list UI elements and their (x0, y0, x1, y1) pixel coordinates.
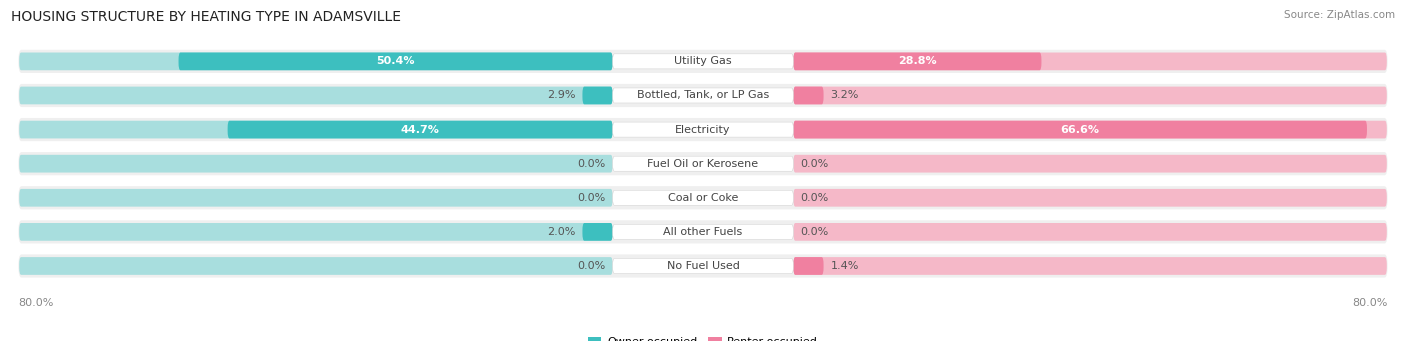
FancyBboxPatch shape (18, 118, 1388, 141)
FancyBboxPatch shape (793, 53, 1386, 70)
FancyBboxPatch shape (228, 121, 613, 138)
FancyBboxPatch shape (793, 121, 1386, 138)
Text: 28.8%: 28.8% (898, 56, 936, 66)
FancyBboxPatch shape (18, 152, 1388, 175)
FancyBboxPatch shape (582, 223, 613, 241)
Text: All other Fuels: All other Fuels (664, 227, 742, 237)
FancyBboxPatch shape (179, 53, 613, 70)
Text: 0.0%: 0.0% (800, 159, 828, 169)
Text: 50.4%: 50.4% (377, 56, 415, 66)
FancyBboxPatch shape (18, 220, 1388, 243)
Text: 66.6%: 66.6% (1060, 124, 1099, 135)
Text: 1.4%: 1.4% (831, 261, 859, 271)
FancyBboxPatch shape (613, 258, 793, 273)
Text: 0.0%: 0.0% (578, 261, 606, 271)
Text: Electricity: Electricity (675, 124, 731, 135)
FancyBboxPatch shape (793, 257, 824, 275)
Text: 2.9%: 2.9% (547, 90, 575, 101)
FancyBboxPatch shape (18, 50, 1388, 73)
Text: 2.0%: 2.0% (547, 227, 575, 237)
FancyBboxPatch shape (613, 224, 793, 239)
FancyBboxPatch shape (20, 53, 613, 70)
Text: 80.0%: 80.0% (18, 298, 53, 308)
FancyBboxPatch shape (613, 122, 793, 137)
FancyBboxPatch shape (793, 87, 824, 104)
FancyBboxPatch shape (613, 156, 793, 171)
FancyBboxPatch shape (20, 223, 613, 241)
FancyBboxPatch shape (793, 121, 1367, 138)
Text: 3.2%: 3.2% (831, 90, 859, 101)
Text: 0.0%: 0.0% (800, 227, 828, 237)
FancyBboxPatch shape (793, 87, 1386, 104)
Text: Coal or Coke: Coal or Coke (668, 193, 738, 203)
FancyBboxPatch shape (20, 121, 613, 138)
Text: 44.7%: 44.7% (401, 124, 440, 135)
Text: Source: ZipAtlas.com: Source: ZipAtlas.com (1284, 10, 1395, 20)
FancyBboxPatch shape (18, 84, 1388, 107)
Text: Fuel Oil or Kerosene: Fuel Oil or Kerosene (647, 159, 759, 169)
FancyBboxPatch shape (18, 186, 1388, 209)
FancyBboxPatch shape (20, 87, 613, 104)
Text: 0.0%: 0.0% (578, 159, 606, 169)
Text: 0.0%: 0.0% (800, 193, 828, 203)
FancyBboxPatch shape (793, 53, 1042, 70)
Text: 0.0%: 0.0% (578, 193, 606, 203)
Text: 80.0%: 80.0% (1353, 298, 1388, 308)
FancyBboxPatch shape (20, 189, 613, 207)
Text: Utility Gas: Utility Gas (675, 56, 731, 66)
FancyBboxPatch shape (20, 155, 613, 173)
FancyBboxPatch shape (613, 88, 793, 103)
FancyBboxPatch shape (613, 190, 793, 205)
FancyBboxPatch shape (793, 257, 1386, 275)
FancyBboxPatch shape (793, 189, 1386, 207)
FancyBboxPatch shape (582, 87, 613, 104)
Legend: Owner-occupied, Renter-occupied: Owner-occupied, Renter-occupied (583, 332, 823, 341)
Text: Bottled, Tank, or LP Gas: Bottled, Tank, or LP Gas (637, 90, 769, 101)
FancyBboxPatch shape (793, 223, 1386, 241)
FancyBboxPatch shape (613, 54, 793, 69)
Text: HOUSING STRUCTURE BY HEATING TYPE IN ADAMSVILLE: HOUSING STRUCTURE BY HEATING TYPE IN ADA… (11, 10, 401, 24)
FancyBboxPatch shape (20, 257, 613, 275)
FancyBboxPatch shape (18, 254, 1388, 278)
Text: No Fuel Used: No Fuel Used (666, 261, 740, 271)
FancyBboxPatch shape (793, 155, 1386, 173)
